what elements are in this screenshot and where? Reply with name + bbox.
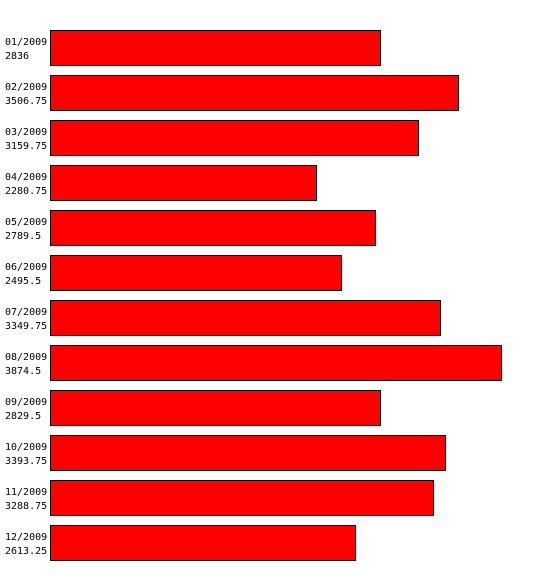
value-label: 2280.75 bbox=[5, 186, 48, 197]
bar-label: 07/2009 3349.75 bbox=[5, 306, 47, 334]
value-label: 3159.75 bbox=[5, 141, 48, 152]
bar-row: 01/2009 2836 bbox=[0, 30, 550, 66]
bar-row: 07/2009 3349.75 bbox=[0, 300, 550, 336]
category-label: 06/2009 bbox=[5, 262, 48, 273]
bar bbox=[50, 255, 342, 291]
bar-row: 11/2009 3288.75 bbox=[0, 480, 550, 516]
bar bbox=[50, 480, 434, 516]
bar bbox=[50, 300, 441, 336]
category-label: 01/2009 bbox=[5, 37, 48, 48]
category-label: 07/2009 bbox=[5, 307, 48, 318]
bar-row: 10/2009 3393.75 bbox=[0, 435, 550, 471]
bar-row: 04/2009 2280.75 bbox=[0, 165, 550, 201]
value-label: 2836 bbox=[5, 51, 30, 62]
bar-label: 06/2009 2495.5 bbox=[5, 261, 47, 289]
value-label: 3393.75 bbox=[5, 456, 48, 467]
bar bbox=[50, 525, 356, 561]
value-label: 3874.5 bbox=[5, 366, 42, 377]
bar-label: 03/2009 3159.75 bbox=[5, 126, 47, 154]
category-label: 02/2009 bbox=[5, 82, 48, 93]
value-label: 3288.75 bbox=[5, 501, 48, 512]
bar-label: 01/2009 2836 bbox=[5, 36, 47, 64]
bar-row: 08/2009 3874.5 bbox=[0, 345, 550, 381]
value-label: 3506.75 bbox=[5, 96, 48, 107]
bar bbox=[50, 75, 459, 111]
category-label: 09/2009 bbox=[5, 397, 48, 408]
bar-row: 05/2009 2789.5 bbox=[0, 210, 550, 246]
bar bbox=[50, 120, 419, 156]
bar-label: 10/2009 3393.75 bbox=[5, 441, 47, 469]
bar-row: 02/2009 3506.75 bbox=[0, 75, 550, 111]
bar-row: 12/2009 2613.25 bbox=[0, 525, 550, 561]
bar bbox=[50, 165, 317, 201]
value-label: 2495.5 bbox=[5, 276, 42, 287]
bar-row: 06/2009 2495.5 bbox=[0, 255, 550, 291]
bar-label: 11/2009 3288.75 bbox=[5, 486, 47, 514]
value-label: 2789.5 bbox=[5, 231, 42, 242]
bar-row: 09/2009 2829.5 bbox=[0, 390, 550, 426]
value-label: 2829.5 bbox=[5, 411, 42, 422]
category-label: 03/2009 bbox=[5, 127, 48, 138]
bar-label: 02/2009 3506.75 bbox=[5, 81, 47, 109]
bar bbox=[50, 210, 376, 246]
category-label: 05/2009 bbox=[5, 217, 48, 228]
bar-row: 03/2009 3159.75 bbox=[0, 120, 550, 156]
bar bbox=[50, 345, 502, 381]
bar-label: 08/2009 3874.5 bbox=[5, 351, 47, 379]
category-label: 11/2009 bbox=[5, 487, 48, 498]
bar bbox=[50, 30, 381, 66]
bar-label: 04/2009 2280.75 bbox=[5, 171, 47, 199]
category-label: 12/2009 bbox=[5, 532, 48, 543]
bar-label: 05/2009 2789.5 bbox=[5, 216, 47, 244]
category-label: 10/2009 bbox=[5, 442, 48, 453]
bar-label: 09/2009 2829.5 bbox=[5, 396, 47, 424]
bar-label: 12/2009 2613.25 bbox=[5, 531, 47, 559]
category-label: 04/2009 bbox=[5, 172, 48, 183]
category-label: 08/2009 bbox=[5, 352, 48, 363]
bar bbox=[50, 390, 381, 426]
value-label: 2613.25 bbox=[5, 546, 48, 557]
value-label: 3349.75 bbox=[5, 321, 48, 332]
bar bbox=[50, 435, 446, 471]
